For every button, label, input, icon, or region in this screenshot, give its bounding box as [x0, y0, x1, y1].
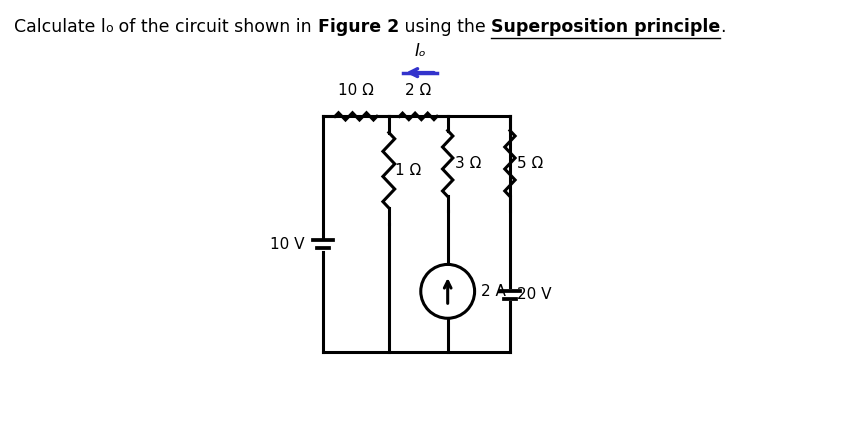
Text: 3 Ω: 3 Ω: [455, 156, 481, 171]
Text: Calculate l: Calculate l: [14, 18, 106, 36]
Text: 5 Ω: 5 Ω: [517, 156, 544, 171]
Text: Iₒ: Iₒ: [414, 42, 426, 60]
Text: Figure 2: Figure 2: [317, 18, 398, 36]
Text: 10 Ω: 10 Ω: [338, 83, 374, 98]
Text: using the: using the: [398, 18, 491, 36]
Text: 20 V: 20 V: [517, 287, 552, 302]
Text: 2 Ω: 2 Ω: [405, 83, 431, 98]
Text: of the circuit shown in: of the circuit shown in: [113, 18, 317, 36]
Text: 10 V: 10 V: [270, 237, 305, 252]
Text: o: o: [106, 21, 113, 35]
Text: 1 Ω: 1 Ω: [395, 163, 421, 178]
Text: 2 A: 2 A: [481, 284, 506, 299]
Text: Superposition principle: Superposition principle: [491, 18, 720, 36]
Text: .: .: [720, 18, 726, 36]
